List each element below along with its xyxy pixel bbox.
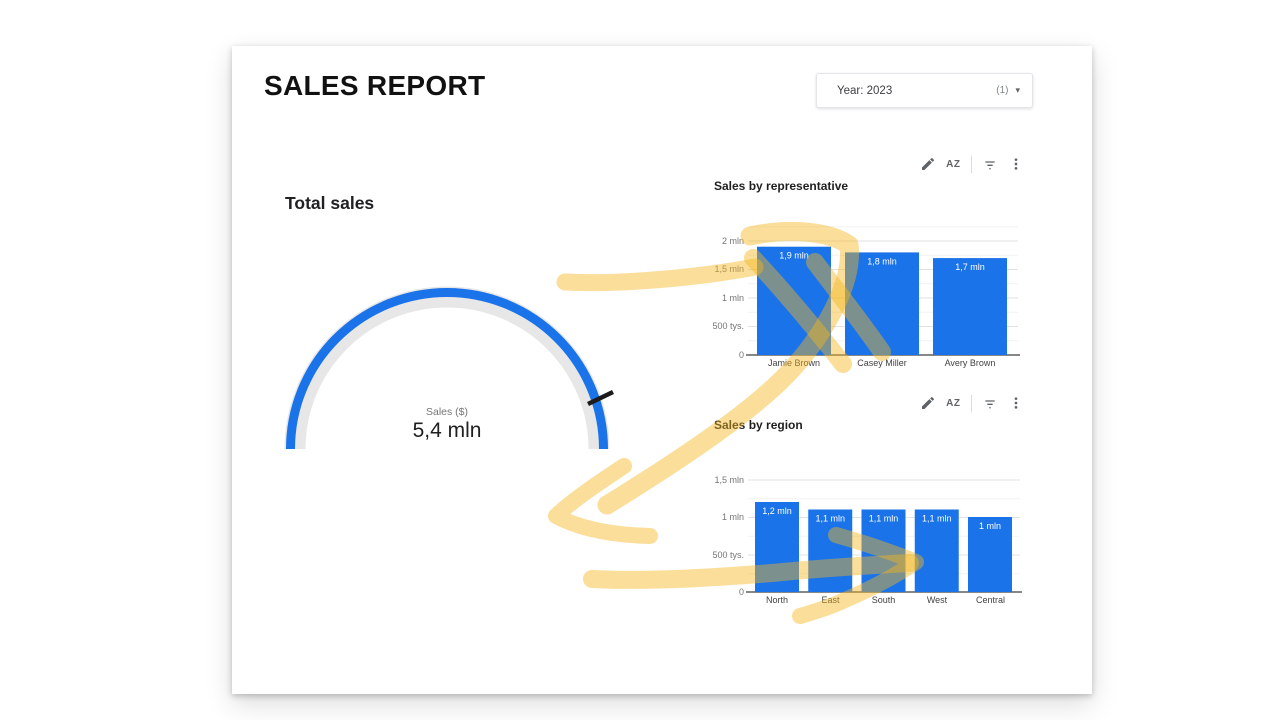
region-xtick: East bbox=[821, 595, 840, 605]
region-ytick: 0 bbox=[738, 587, 744, 597]
gauge-target-tick bbox=[587, 389, 614, 407]
rep-xtick: Casey Miller bbox=[857, 358, 907, 368]
filter-icon[interactable] bbox=[982, 395, 998, 411]
toolbar-divider bbox=[970, 155, 972, 173]
region-xtick: South bbox=[871, 595, 896, 605]
rep-chart-toolbar: AZ bbox=[920, 154, 1024, 174]
gauge-metric-label: Sales ($) bbox=[425, 406, 468, 418]
toolbar-divider bbox=[970, 394, 972, 412]
region-ytick: 1,5 mln bbox=[714, 474, 744, 485]
region-ytick: 1 mln bbox=[721, 512, 744, 522]
rep-ytick: 1,5 mln bbox=[714, 264, 744, 274]
rep-ytick: 0 bbox=[738, 349, 744, 360]
region-chart-title: Sales by region bbox=[714, 418, 803, 432]
edit-pencil-icon[interactable] bbox=[920, 156, 936, 172]
year-filter-control[interactable]: Year: 2023 (1) ▾ bbox=[816, 73, 1033, 108]
page-title: SALES REPORT bbox=[264, 70, 486, 101]
year-filter-label: Year: 2023 bbox=[837, 84, 893, 97]
rep-xtick: Avery Brown bbox=[944, 358, 996, 368]
rep-ytick: 500 tys. bbox=[712, 321, 744, 331]
rep-chart-title: Sales by representative bbox=[714, 179, 849, 193]
annotation-arrowhead-left bbox=[548, 458, 658, 544]
region-xtick: Central bbox=[975, 595, 1005, 605]
sort-az-icon[interactable]: AZ bbox=[946, 158, 961, 170]
rep-ytick: 2 mln bbox=[721, 235, 744, 246]
region-xtick: West bbox=[926, 595, 948, 605]
year-filter-count: (1) bbox=[996, 85, 1009, 96]
bar-West[interactable] bbox=[914, 509, 959, 593]
rep-ytick: 1 mln bbox=[721, 292, 744, 303]
chevron-down-icon[interactable]: ▾ bbox=[1015, 85, 1020, 95]
bar-North[interactable] bbox=[755, 502, 799, 592]
region-ytick: 500 tys. bbox=[712, 549, 744, 560]
bar-East[interactable] bbox=[808, 509, 853, 593]
region-chart-toolbar: AZ bbox=[920, 393, 1024, 413]
report-page: 1,9 mln 1,8 mln 1,7 mln 1,2 mln 1,1 mln 1,1 … bbox=[232, 46, 1092, 694]
filter-icon[interactable] bbox=[982, 156, 998, 172]
bar-South[interactable] bbox=[861, 509, 906, 593]
sort-az-icon[interactable]: AZ bbox=[946, 397, 961, 409]
bar-Central[interactable] bbox=[968, 517, 1012, 592]
region-xtick: North bbox=[765, 595, 788, 605]
bar-Avery Brown[interactable] bbox=[933, 258, 1007, 355]
more-options-icon[interactable] bbox=[1008, 156, 1024, 172]
edit-pencil-icon[interactable] bbox=[920, 395, 936, 411]
gauge-value: 5,4 mln bbox=[412, 419, 482, 442]
bar-Jamie Brown[interactable] bbox=[757, 246, 831, 355]
more-options-icon[interactable] bbox=[1008, 395, 1024, 411]
bar-Casey Miller[interactable] bbox=[845, 252, 919, 355]
rep-xtick: Jamie Brown bbox=[767, 358, 821, 368]
gauge-chart-title: Total sales bbox=[285, 193, 375, 213]
